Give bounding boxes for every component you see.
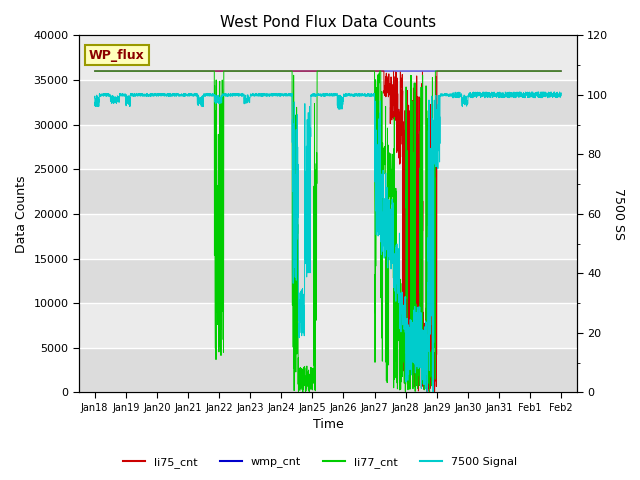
Bar <box>79 125 577 169</box>
Text: WP_flux: WP_flux <box>89 48 145 61</box>
X-axis label: Time: Time <box>312 419 343 432</box>
Bar <box>79 259 577 303</box>
Bar <box>79 36 577 80</box>
Legend: li75_cnt, wmp_cnt, li77_cnt, 7500 Signal: li75_cnt, wmp_cnt, li77_cnt, 7500 Signal <box>118 452 522 472</box>
Y-axis label: 7500 SS: 7500 SS <box>612 188 625 240</box>
Y-axis label: Data Counts: Data Counts <box>15 175 28 252</box>
Bar <box>79 80 577 125</box>
Title: West Pond Flux Data Counts: West Pond Flux Data Counts <box>220 15 436 30</box>
Bar <box>79 303 577 348</box>
Bar <box>79 214 577 259</box>
Bar <box>79 169 577 214</box>
Bar <box>79 348 577 393</box>
